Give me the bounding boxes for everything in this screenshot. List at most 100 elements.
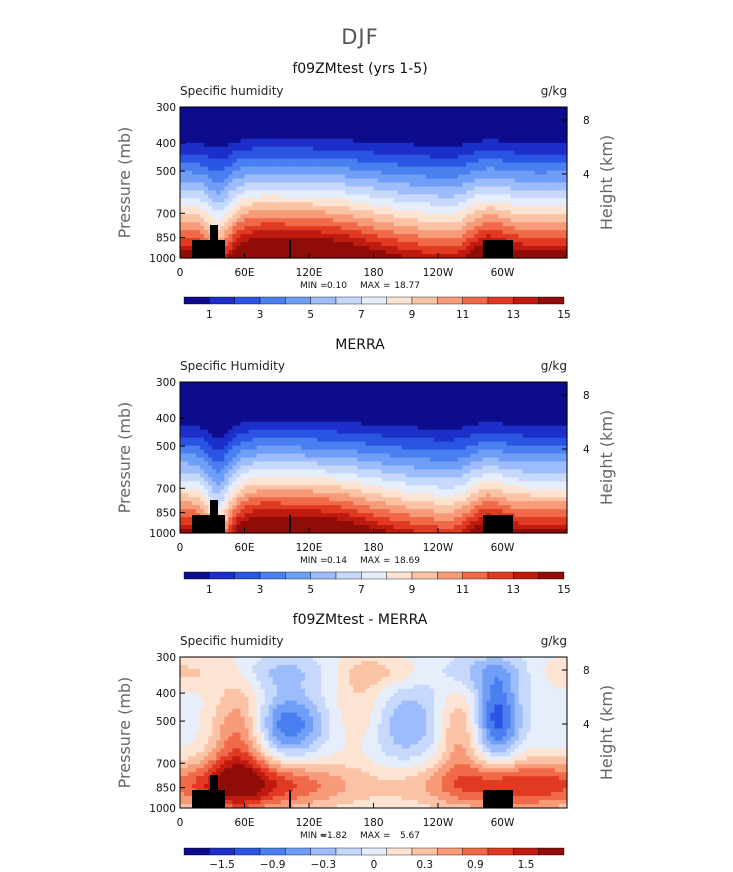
y-tick-label: 850 <box>156 508 176 520</box>
y-tick-label: 1000 <box>149 528 176 540</box>
terrain-mask <box>289 515 291 533</box>
colorbar-swatch <box>538 847 565 856</box>
colorbar-swatch <box>411 847 438 856</box>
min-value: 0.10 <box>327 281 347 291</box>
colorbar: 1 3 5 7 9 11 13 15 <box>183 571 571 596</box>
y-tick-label: 700 <box>156 483 176 495</box>
colorbar-label: −0.9 <box>260 859 286 871</box>
colorbar-label: 9 <box>409 584 416 596</box>
terrain-mask <box>483 515 513 533</box>
y-tick-label: 400 <box>156 688 176 700</box>
colorbar-swatch <box>285 847 311 856</box>
terrain-mask <box>289 240 291 258</box>
colorbar-label: 7 <box>358 584 365 596</box>
panel-title: MERRA <box>335 337 385 353</box>
colorbar-swatch <box>183 296 210 305</box>
colorbar-label: 15 <box>557 584 570 596</box>
colorbar-label: −0.3 <box>311 859 337 871</box>
panel-title: f09ZMtest - MERRA <box>293 612 428 628</box>
x-tick-label: 120E <box>296 817 323 829</box>
x-tick-label: 120W <box>423 817 454 829</box>
x-tick-label: 180 <box>363 817 383 829</box>
panel-3: f09ZMtest - MERRA Specific humidity g/kg 30… <box>115 612 616 871</box>
colorbar-label: 13 <box>507 584 520 596</box>
colorbar-label: 15 <box>557 309 570 321</box>
colorbar-swatch <box>513 847 539 856</box>
colorbar-swatch <box>386 847 413 856</box>
colorbar-swatch <box>513 296 539 305</box>
colorbar-swatch <box>437 847 463 856</box>
colorbar-swatch <box>335 296 362 305</box>
y-tick-label: 850 <box>156 783 176 795</box>
y-tick-label: 700 <box>156 758 176 770</box>
terrain-mask <box>192 790 225 808</box>
colorbar-swatch <box>411 296 438 305</box>
y2-tick-label: 4 <box>583 169 590 181</box>
y2-axis-title: Height (km) <box>597 410 616 505</box>
colorbar-swatch <box>437 571 463 580</box>
x-tick-label: 0 <box>177 267 184 279</box>
x-tick-label: 120E <box>296 267 323 279</box>
terrain-mask <box>289 790 291 808</box>
terrain-mask <box>483 790 513 808</box>
y-tick-label: 500 <box>156 441 176 453</box>
colorbar-swatch <box>335 571 362 580</box>
y-axis-title: Pressure (mb) <box>115 677 134 789</box>
colorbar-label: 5 <box>307 309 314 321</box>
units-label: g/kg <box>541 359 567 373</box>
panel-2: MERRA Specific Humidity g/kg 300 400 500 700 85… <box>115 337 616 596</box>
y2-axis-title: Height (km) <box>597 135 616 230</box>
max-label: MAX = <box>360 831 391 841</box>
terrain-mask <box>192 515 225 533</box>
variable-label: Specific Humidity <box>180 359 285 373</box>
colorbar-swatch <box>513 571 539 580</box>
colorbar-swatch <box>335 847 362 856</box>
y-axis-title: Pressure (mb) <box>115 127 134 239</box>
contour-field <box>180 657 568 809</box>
colorbar-label: 11 <box>456 584 469 596</box>
colorbar-label: 3 <box>257 584 264 596</box>
units-label: g/kg <box>541 84 567 98</box>
y-tick-label: 300 <box>156 377 176 389</box>
y2-axis-title: Height (km) <box>597 685 616 780</box>
colorbar-swatch <box>487 847 514 856</box>
y-tick-label: 400 <box>156 413 176 425</box>
variable-label: Specific humidity <box>180 634 284 648</box>
colorbar-swatch <box>209 847 235 856</box>
colorbar-label: 11 <box>456 309 469 321</box>
colorbar-swatch <box>234 296 261 305</box>
x-tick-label: 60E <box>235 542 255 554</box>
x-tick-label: 60W <box>491 542 515 554</box>
y-tick-label: 700 <box>156 208 176 220</box>
y-tick-label: 400 <box>156 138 176 150</box>
min-label: MIN = <box>300 281 328 291</box>
x-tick-label: 60E <box>235 267 255 279</box>
terrain-mask <box>210 775 218 808</box>
colorbar-swatch <box>234 571 261 580</box>
colorbar-swatch <box>386 296 413 305</box>
x-tick-label: 120W <box>423 542 454 554</box>
colorbar-swatch <box>259 571 286 580</box>
colorbar-swatch <box>538 296 565 305</box>
colorbar-swatch <box>310 571 337 580</box>
x-tick-label: 120W <box>423 267 454 279</box>
colorbar-swatch <box>209 571 235 580</box>
colorbar-swatch <box>462 847 489 856</box>
colorbar: −1.5 −0.9 −0.3 0 0.3 0.9 1.5 <box>183 847 565 871</box>
y-tick-label: 500 <box>156 166 176 178</box>
x-tick-label: 60W <box>491 817 515 829</box>
colorbar-swatch <box>310 296 337 305</box>
colorbar-swatch <box>209 296 235 305</box>
colorbar-swatch <box>361 847 387 856</box>
x-tick-label: 180 <box>363 267 383 279</box>
colorbar-swatch <box>386 571 413 580</box>
y-tick-label: 300 <box>156 102 176 114</box>
variable-label: Specific humidity <box>180 84 284 98</box>
terrain-mask <box>192 240 225 258</box>
y2-tick-label: 4 <box>583 444 590 456</box>
max-label: MAX = <box>360 281 391 291</box>
colorbar-swatch <box>462 571 489 580</box>
colorbar-swatch <box>462 296 489 305</box>
colorbar-swatch <box>259 847 286 856</box>
